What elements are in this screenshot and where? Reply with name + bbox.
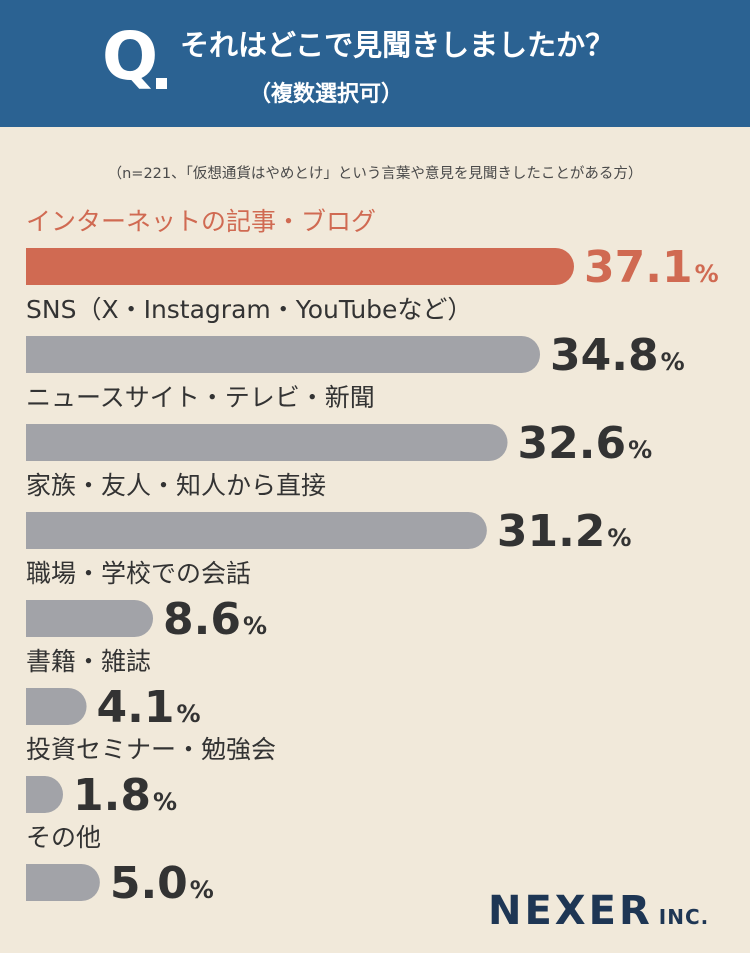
bar: [26, 424, 508, 461]
bar-left-edge: [26, 864, 46, 901]
category-label: 投資セミナー・勉強会: [26, 735, 276, 764]
value-unit: %: [243, 612, 267, 640]
value-unit: %: [153, 788, 177, 816]
q-dot-shape: [156, 78, 167, 89]
logo-main-text: NEXER: [488, 888, 653, 934]
value-unit: %: [661, 348, 685, 376]
category-label: インターネットの記事・ブログ: [26, 207, 376, 236]
question-title: それはどこで見聞きしましたか？: [180, 28, 615, 62]
category-label: ニュースサイト・テレビ・新聞: [26, 383, 375, 412]
value-label: 34.8%: [550, 330, 685, 381]
value-label: 8.6%: [163, 594, 267, 645]
bar-left-edge: [26, 688, 46, 725]
q-mark: Q: [102, 18, 159, 95]
category-label: 職場・学校での会話: [26, 559, 251, 588]
value-label: 5.0%: [110, 858, 214, 909]
logo-sub-text: INC.: [658, 905, 710, 929]
bar: [26, 600, 154, 637]
value-unit: %: [695, 260, 719, 288]
bar-left-edge: [26, 248, 46, 285]
value-unit: %: [190, 876, 214, 904]
category-label: その他: [26, 823, 101, 852]
bar-left-edge: [26, 336, 46, 373]
value-label: 1.8%: [73, 770, 177, 821]
sample-note: （n=221、「仮想通貨はやめとけ」という言葉や意見を見聞きしたことがある方）: [107, 166, 643, 182]
question-subtitle: （複数選択可）: [248, 82, 403, 107]
value-unit: %: [177, 700, 201, 728]
bar-left-edge: [26, 776, 46, 813]
category-label: SNS（X・Instagram・YouTubeなど）: [26, 295, 472, 324]
bar: [26, 512, 487, 549]
category-label: 書籍・雑誌: [26, 647, 151, 676]
bar: [26, 248, 574, 285]
bar: [26, 336, 541, 373]
value-unit: %: [607, 524, 631, 552]
value-label: 32.6%: [518, 418, 653, 469]
value-label: 37.1%: [584, 242, 719, 293]
nexer-logo: NEXER INC.: [488, 888, 709, 934]
bar-left-edge: [26, 424, 46, 461]
bar-left-edge: [26, 600, 46, 637]
bar-left-edge: [26, 512, 46, 549]
value-unit: %: [628, 436, 652, 464]
value-label: 31.2%: [497, 506, 632, 557]
category-label: 家族・友人・知人から直接: [26, 471, 326, 500]
header-banner: Q それはどこで見聞きしましたか？ （複数選択可）: [0, 0, 750, 127]
value-label: 4.1%: [97, 682, 201, 733]
